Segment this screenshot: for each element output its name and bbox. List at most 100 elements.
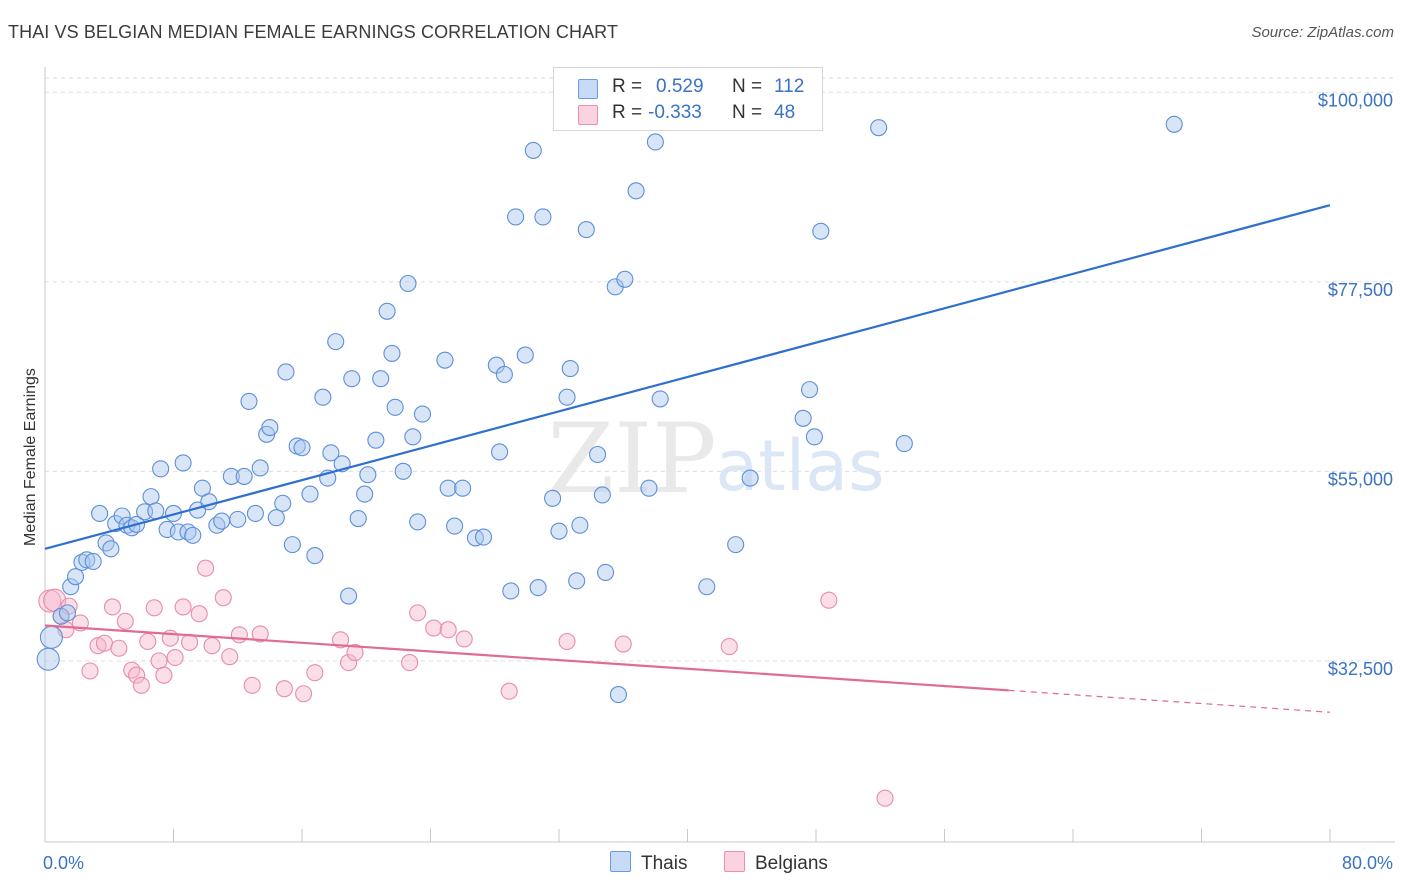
thai-point xyxy=(327,333,345,351)
thai-point xyxy=(378,302,396,320)
thai-point xyxy=(169,523,187,541)
r-value: 0.529 xyxy=(656,76,704,97)
thai-point xyxy=(301,485,319,503)
thai-point xyxy=(544,489,562,507)
belgian-point xyxy=(295,685,313,703)
belgian-trend-extension xyxy=(1008,689,1331,713)
thai-point xyxy=(507,208,525,226)
y-tick-label: $77,500 xyxy=(1328,280,1393,300)
belgian-point xyxy=(275,680,293,698)
thai-point xyxy=(293,439,311,457)
thai-point xyxy=(571,516,589,534)
thai-point xyxy=(386,398,404,416)
belgian-point xyxy=(155,666,173,684)
thai-point xyxy=(229,510,247,528)
thai-point xyxy=(516,346,534,364)
thai-point xyxy=(246,504,264,523)
thai-point xyxy=(588,445,607,464)
n-label: N = xyxy=(732,102,763,123)
thai-point xyxy=(895,434,913,453)
thai-point xyxy=(267,509,285,527)
belgian-point xyxy=(251,625,269,643)
thai-point xyxy=(616,270,634,288)
belgian-point xyxy=(243,676,261,694)
thai-point xyxy=(413,405,432,423)
thai-point xyxy=(322,444,340,462)
thai-point xyxy=(102,540,120,558)
thai-point xyxy=(152,460,170,478)
r-label: R = xyxy=(612,102,643,123)
belgians-swatch xyxy=(724,851,745,872)
thai-point xyxy=(609,686,627,704)
belgian-point xyxy=(401,654,419,672)
thai-point xyxy=(274,494,292,512)
legend-item-thais[interactable]: Thais xyxy=(610,851,687,875)
thai-point xyxy=(314,388,332,406)
thai-point xyxy=(174,454,192,472)
r-label: R = xyxy=(612,76,643,97)
belgian-points xyxy=(38,559,894,807)
thai-point xyxy=(558,388,576,406)
thai-point xyxy=(577,221,595,239)
belgian-point xyxy=(331,631,350,649)
thai-point xyxy=(794,409,812,427)
thai-point xyxy=(66,568,85,586)
thai-point xyxy=(409,513,427,531)
thai-point xyxy=(147,502,165,520)
thai-point xyxy=(627,182,645,200)
thai-point xyxy=(158,520,176,539)
thai-point xyxy=(62,578,80,596)
thais-swatch xyxy=(610,851,631,872)
belgian-point xyxy=(110,639,128,657)
thai-point xyxy=(597,563,615,581)
belgian-swatch xyxy=(578,105,598,125)
thai-point xyxy=(372,370,390,388)
belgian-point xyxy=(876,789,894,807)
thai-point xyxy=(502,582,520,600)
belgian-point xyxy=(139,632,157,651)
thai-point xyxy=(36,647,60,671)
thai-trend-line xyxy=(44,204,1331,550)
thai-point xyxy=(550,522,568,540)
thai-point xyxy=(727,536,745,554)
legend-item-belgians[interactable]: Belgians xyxy=(724,851,828,875)
x-tick-label-min: 0.0% xyxy=(43,853,84,873)
legend-label-belgians: Belgians xyxy=(755,853,828,874)
legend-label-thais: Thais xyxy=(641,853,688,874)
thai-point xyxy=(404,428,422,446)
thai-point xyxy=(343,370,361,388)
thai-swatch xyxy=(578,79,598,99)
belgian-point xyxy=(455,630,473,648)
axes xyxy=(44,67,1395,843)
thai-point xyxy=(349,509,367,528)
belgian-point xyxy=(197,559,215,577)
stats-legend: R = 0.529 N = 112 R = -0.333 N = 48 xyxy=(553,67,823,131)
y-tick-label: $32,500 xyxy=(1328,659,1393,679)
thai-point xyxy=(495,365,513,384)
thai-point xyxy=(261,418,279,437)
thai-point xyxy=(474,528,493,546)
thai-point xyxy=(801,381,819,399)
y-tick-label: $100,000 xyxy=(1318,90,1393,110)
thai-point xyxy=(359,466,377,484)
watermark-atlas: atlas xyxy=(715,425,884,507)
thai-point xyxy=(213,512,231,530)
thai-point xyxy=(491,443,509,461)
thai-point xyxy=(534,208,552,226)
thai-point xyxy=(283,536,301,554)
thai-point xyxy=(399,274,417,293)
n-label: N = xyxy=(732,76,763,97)
n-value: 48 xyxy=(774,102,796,123)
r-value: -0.333 xyxy=(648,102,702,123)
thai-point xyxy=(340,587,358,605)
thai-point xyxy=(367,431,385,449)
thai-point xyxy=(84,552,102,571)
thai-point xyxy=(741,469,759,487)
thai-point xyxy=(805,428,823,446)
thai-point xyxy=(113,507,131,525)
belgian-point xyxy=(306,664,324,682)
trend-lines xyxy=(44,204,1331,713)
stats-legend-belgian: R = -0.333 N = 48 xyxy=(554,102,822,128)
thai-point xyxy=(1165,115,1183,133)
